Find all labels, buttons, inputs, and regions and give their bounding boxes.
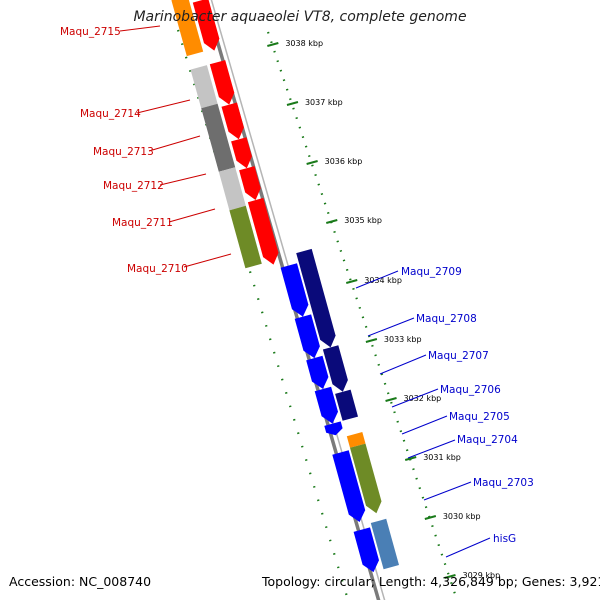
- forward-gene-arrow: [192, 0, 220, 51]
- gene-leader-line: [407, 439, 456, 459]
- feature-block: [370, 518, 399, 570]
- gene-label-right: Maqu_2703: [473, 477, 534, 489]
- map-title: Marinobacter aquaeolei VT8, complete gen…: [133, 9, 467, 25]
- reverse-gene-arrow: [324, 421, 343, 436]
- gene-label-right: Maqu_2705: [449, 411, 510, 423]
- dark-gene-block: [335, 389, 358, 421]
- forward-gene-arrow: [221, 102, 244, 140]
- forward-gene-arrow: [209, 60, 235, 105]
- feature-block: [171, 0, 204, 57]
- gene-leader-line: [401, 415, 448, 435]
- scale-label: 3038 kbp: [285, 39, 323, 48]
- gene-leader-line: [183, 253, 232, 268]
- gene-label-right: Maqu_2707: [428, 350, 489, 362]
- gene-label-left: Maqu_2711: [112, 217, 173, 229]
- gene-leader-line: [423, 481, 472, 501]
- scale-tick-mark: [424, 515, 437, 520]
- gene-label-right: Maqu_2704: [457, 434, 518, 446]
- genome-summary-label: Topology: circular; Length: 4,326,849 bp…: [262, 574, 600, 589]
- scale-label: 3036 kbp: [325, 157, 363, 166]
- gene-leader-line: [367, 317, 415, 337]
- gene-label-left: Maqu_2713: [93, 146, 154, 158]
- dark-gene-block: [322, 345, 348, 392]
- reverse-gene-arrow: [306, 355, 329, 389]
- feature-block: [229, 205, 262, 269]
- scale-label: 3035 kbp: [344, 216, 382, 225]
- gene-label-right: hisG: [493, 533, 516, 545]
- gene-leader-line: [119, 25, 161, 32]
- reverse-gene-arrow: [353, 527, 379, 573]
- feature-block: [350, 443, 382, 514]
- scale-label: 3037 kbp: [305, 98, 343, 107]
- feature-block: [201, 103, 236, 172]
- gene-label-left: Maqu_2714: [80, 108, 141, 120]
- gene-leader-line: [168, 208, 216, 223]
- scale-tick-mark: [286, 101, 299, 106]
- forward-gene-arrow: [239, 166, 261, 200]
- scale-label: 3029 kbp: [462, 571, 500, 580]
- scale-tick-mark: [345, 279, 358, 284]
- scale-tick-mark: [404, 456, 417, 461]
- scale-tick-mark: [306, 160, 318, 165]
- dark-gene-block: [296, 248, 336, 348]
- feature-block: [346, 432, 366, 448]
- scale-label: 3034 kbp: [364, 276, 402, 285]
- forward-gene-arrow: [231, 137, 252, 169]
- gene-leader-line: [355, 270, 399, 289]
- scale-tick-mark: [385, 397, 397, 402]
- reverse-gene-arrow: [280, 263, 309, 317]
- scale-tick-mark: [444, 574, 456, 579]
- reverse-gene-arrow: [314, 386, 338, 424]
- feature-block: [190, 65, 218, 109]
- accession-label: Accession: NC_008740: [9, 574, 152, 589]
- forward-gene-arrow: [247, 197, 279, 265]
- gene-leader-line: [391, 388, 439, 408]
- scale-label: 3032 kbp: [404, 394, 442, 403]
- gene-label-left: Maqu_2712: [103, 180, 164, 192]
- scale-tick-mark: [365, 338, 378, 343]
- gene-label-right: Maqu_2708: [416, 313, 477, 325]
- scale-tick-mark: [267, 42, 279, 47]
- gene-leader-line: [159, 173, 207, 186]
- gene-label-left: Maqu_2710: [127, 263, 188, 275]
- reverse-gene-arrow: [294, 314, 320, 359]
- scale-label: 3030 kbp: [443, 512, 481, 521]
- gene-leader-line: [148, 135, 201, 152]
- reverse-gene-arrow: [332, 450, 366, 522]
- scale-label: 3033 kbp: [384, 335, 422, 344]
- gene-label-right: Maqu_2706: [440, 384, 501, 396]
- feature-block: [218, 167, 246, 211]
- gene-label-left: Maqu_2715: [60, 26, 121, 38]
- gene-leader-line: [379, 354, 427, 375]
- gene-leader-line: [136, 99, 191, 114]
- scale-label: 3031 kbp: [423, 453, 461, 462]
- scale-tick-mark: [326, 219, 338, 224]
- gene-leader-line: [445, 537, 491, 558]
- gene-label-right: Maqu_2709: [401, 266, 462, 278]
